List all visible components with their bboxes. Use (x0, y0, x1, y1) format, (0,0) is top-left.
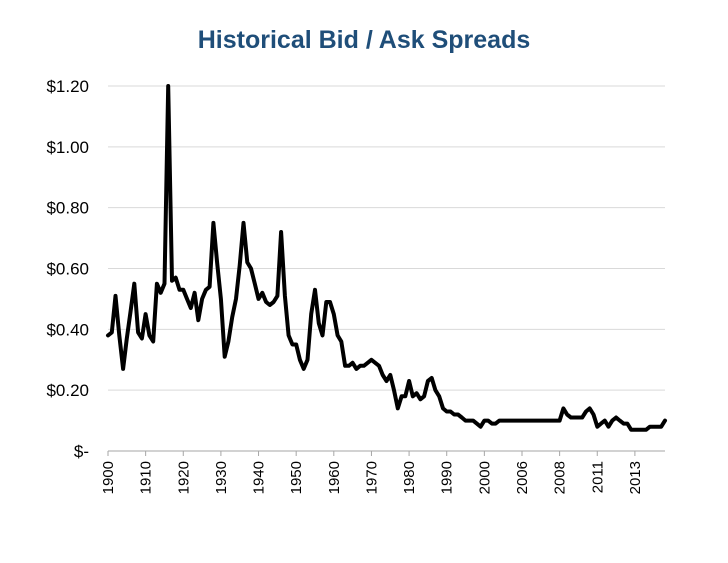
x-tick-label: 1980 (401, 461, 418, 494)
chart-title: Historical Bid / Ask Spreads (197, 26, 531, 54)
x-tick-label: 1930 (213, 461, 230, 494)
x-axis (107, 450, 665, 456)
x-tick-label: 2011 (589, 461, 606, 493)
x-tick-label: 2000 (476, 461, 493, 494)
x-tick-label: 1960 (326, 461, 343, 494)
y-tick-label: $0.20 (46, 381, 89, 400)
y-tick-label: $- (74, 442, 89, 461)
series-group (106, 84, 667, 432)
x-tick-label: 1940 (251, 461, 268, 494)
y-tick-label: $1.00 (46, 138, 89, 157)
x-tick-label: 2008 (552, 461, 569, 494)
y-tick-label: $0.40 (46, 320, 89, 339)
x-tick-label: 2006 (514, 461, 531, 494)
x-tick-label: 1910 (138, 461, 155, 494)
gridlines (108, 85, 665, 391)
y-tick-label: $0.60 (46, 260, 89, 279)
y-axis-tick-labels: $- $0.20 $0.40 $0.60 $0.80 $1.00 $1.20 (46, 77, 89, 461)
x-axis-tick-labels: 1900 1910 1920 1930 1940 1950 1960 1970 1980 1990… (100, 461, 644, 494)
y-tick-label: $1.20 (46, 77, 89, 96)
x-tick-label: 2013 (627, 461, 644, 494)
series-line (106, 84, 667, 432)
x-tick-label: 1990 (439, 461, 456, 494)
x-tick-label: 1950 (288, 461, 305, 494)
y-tick-label: $0.80 (46, 199, 89, 218)
x-tick-label: 1920 (175, 461, 192, 494)
x-tick-label: 1900 (100, 461, 117, 494)
x-tick-label: 1970 (363, 461, 380, 494)
